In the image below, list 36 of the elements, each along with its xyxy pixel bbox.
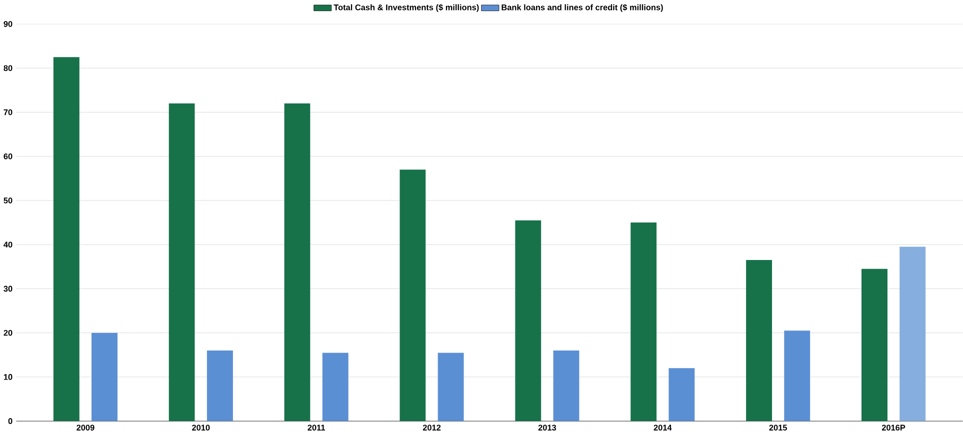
bar [553, 350, 580, 422]
bar [438, 352, 464, 422]
legend-label: Total Cash & Investments ($ millions) [334, 4, 479, 12]
bar [746, 260, 772, 422]
bar [92, 332, 118, 422]
bar [515, 220, 542, 422]
y-tick-label: 40 [4, 242, 12, 248]
bar [400, 170, 426, 422]
bar [668, 368, 695, 422]
y-tick-label: 90 [4, 21, 12, 27]
legend-label: Bank loans and lines of credit ($ millions) [502, 4, 663, 12]
y-tick-label: 50 [4, 198, 12, 204]
bar [53, 57, 80, 422]
y-tick-label: 30 [4, 286, 12, 292]
x-tick-label: 2016P [882, 424, 906, 431]
x-tick-label: 2009 [76, 424, 94, 431]
bar [168, 103, 195, 422]
bar [284, 103, 310, 422]
y-tick-label: 20 [4, 330, 12, 336]
bar [322, 352, 348, 422]
y-tick-label: 60 [4, 153, 12, 160]
bar [630, 222, 657, 422]
y-tick-label: 10 [4, 374, 12, 380]
bar [900, 246, 926, 422]
x-tick-label: 2010 [192, 424, 210, 431]
x-tick-label: 2012 [422, 424, 441, 431]
bar [861, 268, 888, 422]
bar [784, 330, 810, 422]
x-tick-label: 2015 [769, 424, 787, 431]
x-tick-label: 2014 [654, 424, 672, 431]
x-tick-label: 2011 [308, 424, 326, 431]
y-tick-label: 70 [4, 109, 12, 116]
bar [206, 350, 233, 422]
y-tick-label: 80 [4, 65, 12, 72]
y-tick-label: 0 [8, 418, 12, 424]
x-tick-label: 2013 [538, 424, 556, 431]
